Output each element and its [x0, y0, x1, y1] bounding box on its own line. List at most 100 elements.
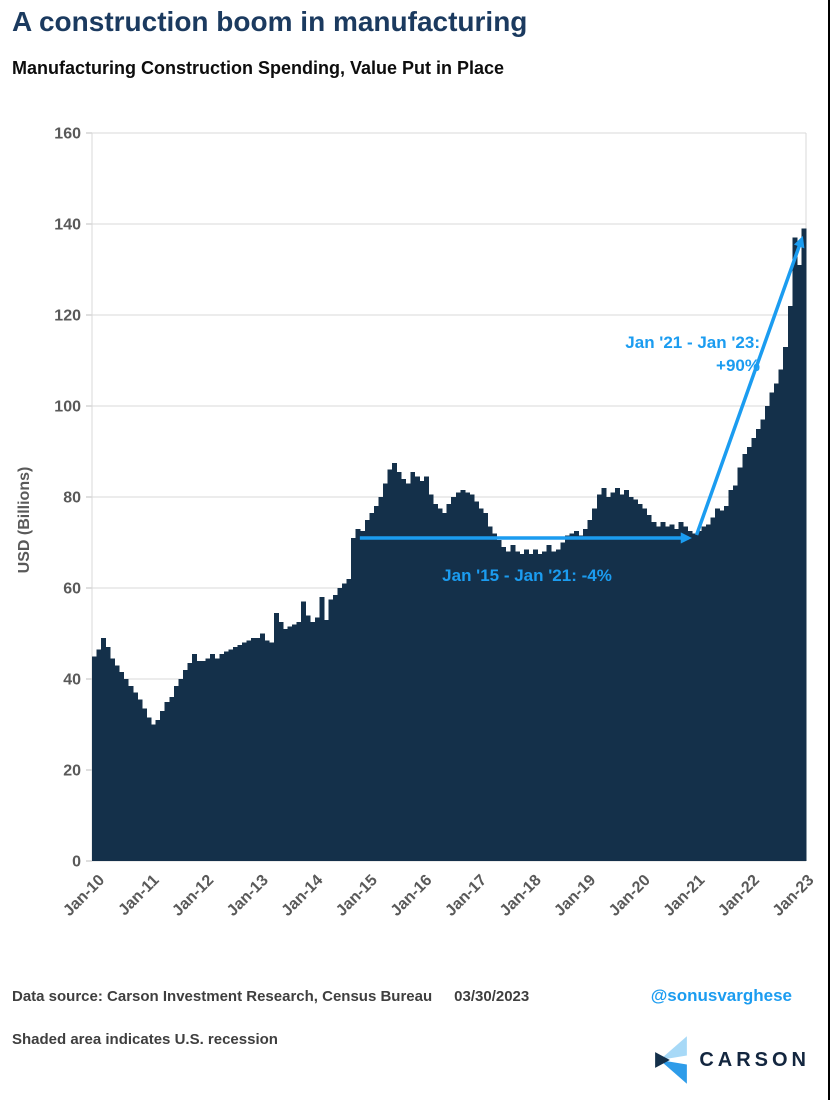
bar	[433, 503, 438, 861]
bar	[310, 622, 316, 862]
bar	[655, 526, 661, 861]
bar	[587, 519, 593, 861]
bar	[469, 494, 475, 861]
bar	[546, 544, 552, 861]
y-tick-label: 20	[63, 763, 81, 780]
bar	[596, 494, 602, 861]
bar	[96, 649, 102, 861]
bar	[464, 492, 470, 861]
date-text: 03/30/2023	[454, 988, 530, 1005]
x-tick-label: Jan-17	[442, 872, 490, 920]
manufacturing-spending-chart: 0 20 40 60 80 100 120 140 160 Jan-10 Jan-11 Jan-12 J…	[16, 126, 818, 920]
bar	[392, 462, 398, 862]
x-tick-label: Jan-19	[551, 872, 599, 920]
window-right-border	[828, 0, 830, 1100]
bar	[360, 531, 366, 862]
bar	[787, 305, 793, 861]
bar	[351, 537, 357, 861]
bar	[301, 601, 307, 861]
bar	[733, 485, 739, 862]
x-tick-label: Jan-13	[224, 872, 272, 920]
bar	[223, 651, 229, 861]
bar	[237, 644, 243, 862]
bars-series	[91, 228, 807, 862]
bar	[687, 531, 693, 862]
bar	[442, 512, 448, 861]
bar	[255, 638, 261, 861]
bar	[105, 647, 111, 861]
bar	[719, 510, 725, 861]
bar	[683, 526, 689, 861]
x-tick-label: Jan-20	[606, 872, 654, 920]
carson-logo-icon	[655, 1036, 688, 1084]
x-tick-label: Jan-11	[115, 872, 162, 919]
bar	[578, 535, 584, 861]
bar	[664, 526, 670, 861]
bar	[714, 508, 720, 862]
x-tick-label: Jan-15	[333, 872, 381, 920]
bar	[778, 369, 784, 861]
bar	[674, 528, 680, 861]
bar	[137, 699, 143, 861]
bar	[146, 717, 152, 861]
bar	[273, 613, 279, 861]
bar	[614, 487, 620, 861]
chart-subtitle: Manufacturing Construction Spending, Val…	[12, 58, 505, 78]
bar	[669, 524, 675, 861]
bar	[246, 640, 252, 861]
bar	[182, 669, 188, 861]
bar	[496, 540, 502, 861]
y-tick-label: 160	[54, 126, 81, 143]
y-tick-label: 100	[54, 399, 81, 416]
bar	[533, 549, 539, 861]
x-tick-label: Jan-18	[497, 872, 545, 920]
bar	[660, 522, 666, 861]
bar	[742, 453, 748, 861]
bar	[414, 476, 420, 861]
bar	[101, 638, 106, 861]
bar	[332, 594, 338, 861]
bar	[91, 656, 97, 861]
bar	[287, 626, 293, 861]
bar	[305, 615, 311, 861]
bar	[410, 471, 416, 861]
bar	[292, 624, 297, 861]
bar	[537, 553, 543, 862]
bar	[210, 653, 216, 861]
bar	[765, 406, 770, 861]
bar	[642, 508, 648, 862]
bar	[219, 653, 225, 861]
bar	[501, 547, 507, 861]
bar	[560, 542, 566, 861]
bar	[282, 628, 288, 861]
bar	[205, 658, 211, 861]
bar	[796, 264, 802, 861]
bar	[346, 578, 352, 861]
bar	[746, 446, 752, 861]
bar	[214, 658, 220, 861]
bar	[405, 483, 411, 861]
bar	[528, 553, 534, 862]
surge-period-arrow	[694, 235, 805, 536]
annotations: Jan '15 - Jan '21: -4% Jan '21 - Jan '23:…	[359, 235, 805, 585]
bar	[423, 476, 429, 861]
bar	[610, 492, 616, 861]
bar	[437, 508, 443, 862]
bar	[201, 660, 207, 861]
bar	[574, 531, 579, 862]
data-source-line: Data source: Carson Investment Research,…	[12, 988, 529, 1005]
bar	[110, 658, 116, 861]
bar	[373, 506, 379, 861]
bar	[123, 679, 129, 861]
bar	[128, 685, 134, 861]
bar	[696, 531, 702, 862]
bar	[228, 649, 234, 861]
bar	[269, 642, 275, 861]
bar	[692, 533, 698, 861]
bar	[624, 490, 629, 861]
bar	[337, 588, 343, 861]
bar	[724, 506, 730, 861]
bar	[651, 522, 657, 861]
bar	[728, 490, 734, 861]
